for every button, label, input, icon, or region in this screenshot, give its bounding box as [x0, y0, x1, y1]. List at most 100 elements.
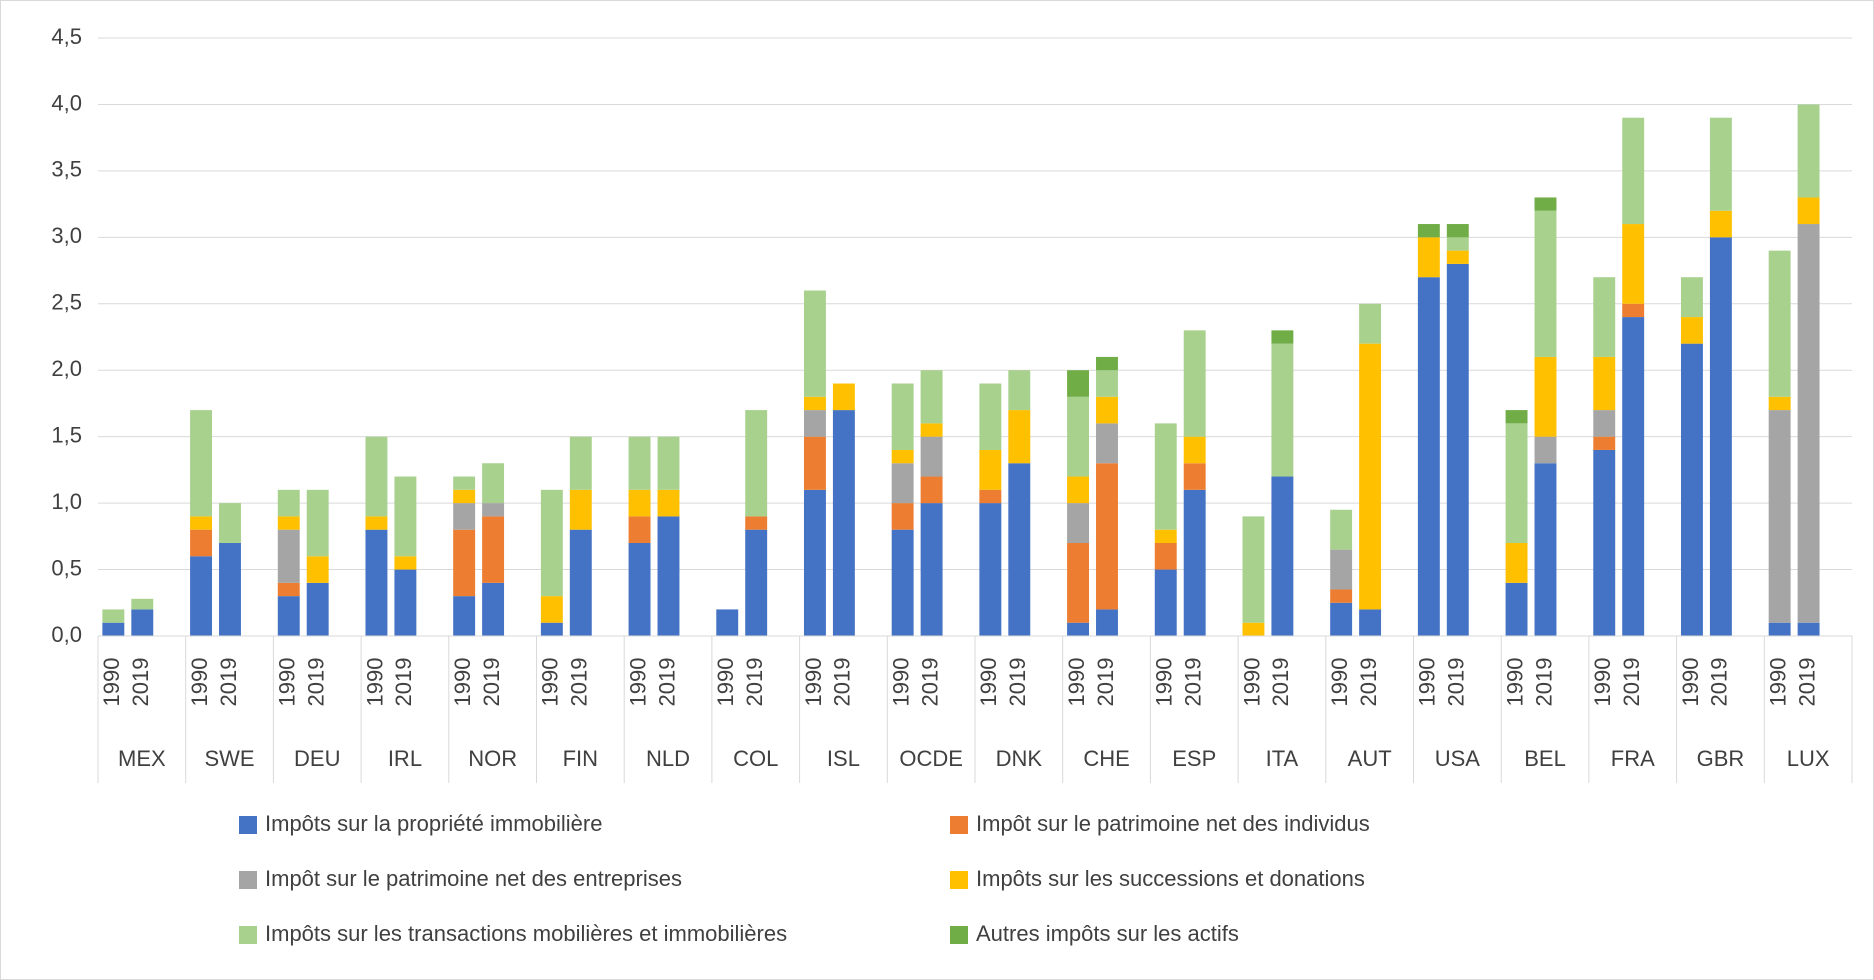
bar-segment: [745, 516, 768, 530]
bar-segment: [657, 516, 680, 636]
group-label: AUT: [1348, 746, 1392, 771]
bar-segment: [1154, 529, 1177, 543]
year-label: 1990: [1678, 658, 1703, 707]
bar-segment: [540, 622, 563, 636]
bar-segment: [1417, 224, 1440, 238]
bar-segment: [277, 516, 300, 530]
y-tick-label: 2,0: [51, 356, 82, 381]
year-label: 1990: [450, 658, 475, 707]
bar-segment: [277, 529, 300, 583]
bar-segment: [1067, 476, 1090, 504]
bar-segment: [1768, 410, 1791, 623]
bar-segment: [569, 489, 592, 530]
bar-segment: [1067, 396, 1090, 477]
bar-segment: [803, 410, 826, 437]
bar-segment: [1271, 476, 1294, 636]
year-label: 1990: [713, 658, 738, 707]
year-label: 2019: [1356, 658, 1381, 707]
bar-segment: [1797, 224, 1820, 623]
bar-segment: [1709, 210, 1732, 238]
bar-segment: [482, 463, 505, 504]
bar-segment: [1797, 622, 1820, 636]
bar-segment: [131, 598, 154, 610]
bar-segment: [1271, 343, 1294, 477]
bar-segment: [657, 489, 680, 517]
bar-segment: [102, 622, 125, 636]
bar-segment: [1534, 436, 1557, 464]
group-label: LUX: [1787, 746, 1830, 771]
bar-segment: [1768, 396, 1791, 411]
year-label: 1990: [1415, 658, 1440, 707]
bar-segment: [1271, 330, 1294, 344]
bar-segment: [306, 582, 329, 636]
bar-segment: [569, 436, 592, 490]
bar-segment: [716, 609, 739, 636]
bar-segment: [1096, 609, 1118, 636]
y-tick-label: 4,5: [51, 24, 82, 49]
bar-segment: [1008, 410, 1031, 464]
group-label: FIN: [563, 746, 598, 771]
bar-segment: [1008, 463, 1031, 636]
year-label: 1990: [275, 658, 300, 707]
bar-segment: [453, 476, 476, 490]
year-label: 1990: [99, 658, 124, 707]
bar-segment: [1096, 396, 1118, 424]
year-label: 1990: [888, 658, 913, 707]
group-label: DNK: [996, 746, 1043, 771]
bar-segment: [1622, 303, 1645, 318]
bar-segment: [1680, 343, 1703, 636]
bar-segment: [1096, 463, 1118, 610]
group-label: COL: [733, 746, 778, 771]
group-label: USA: [1435, 746, 1481, 771]
bar-segment: [1505, 542, 1528, 583]
bar-segment: [540, 489, 563, 597]
y-tick-label: 1,5: [51, 422, 82, 447]
bar-segment: [1359, 609, 1382, 636]
bar-segment: [102, 609, 125, 623]
legend-label: Impôts sur la propriété immobilière: [265, 811, 602, 836]
bar-segment: [1417, 237, 1440, 278]
bar-segment: [1622, 317, 1645, 636]
bar-segment: [1680, 277, 1703, 318]
bar-segment: [628, 436, 651, 490]
bar-segment: [803, 396, 826, 411]
year-label: 2019: [1794, 658, 1819, 707]
bar-segment: [979, 503, 1002, 636]
bar-segment: [1534, 210, 1557, 357]
bar-segment: [1067, 370, 1090, 397]
bar-segment: [277, 582, 300, 597]
group-label: SWE: [204, 746, 254, 771]
group-label: DEU: [294, 746, 340, 771]
bar-segment: [1359, 303, 1382, 344]
bar-segment: [453, 489, 476, 504]
y-tick-label: 0,5: [51, 555, 82, 580]
bar-segment: [1067, 622, 1090, 636]
bar-segment: [1183, 330, 1206, 437]
bar-segment: [1067, 542, 1090, 623]
year-label: 1990: [1765, 658, 1790, 707]
bar-segment: [219, 542, 241, 636]
bar-segment: [540, 596, 563, 623]
bar-segment: [1242, 516, 1265, 623]
bar-segment: [1505, 410, 1528, 424]
year-label: 1990: [362, 658, 387, 707]
bar-segment: [628, 542, 651, 636]
bar-segment: [1622, 117, 1645, 225]
legend-label: Impôt sur le patrimoine net des individu…: [976, 811, 1370, 836]
bar-segment: [920, 423, 943, 437]
bar-segment: [1446, 224, 1469, 238]
year-label: 1990: [1590, 658, 1615, 707]
bar-segment: [1797, 197, 1820, 225]
bar-segment: [1154, 542, 1177, 570]
year-label: 2019: [128, 658, 153, 707]
bar-segment: [131, 609, 154, 636]
bar-segment: [482, 516, 505, 583]
legend-label: Autres impôts sur les actifs: [976, 921, 1239, 946]
year-label: 1990: [1064, 658, 1089, 707]
bar-segment: [1534, 356, 1557, 437]
bar-segment: [1797, 104, 1820, 198]
bar-segment: [1622, 224, 1645, 304]
bar-segment: [979, 383, 1002, 450]
